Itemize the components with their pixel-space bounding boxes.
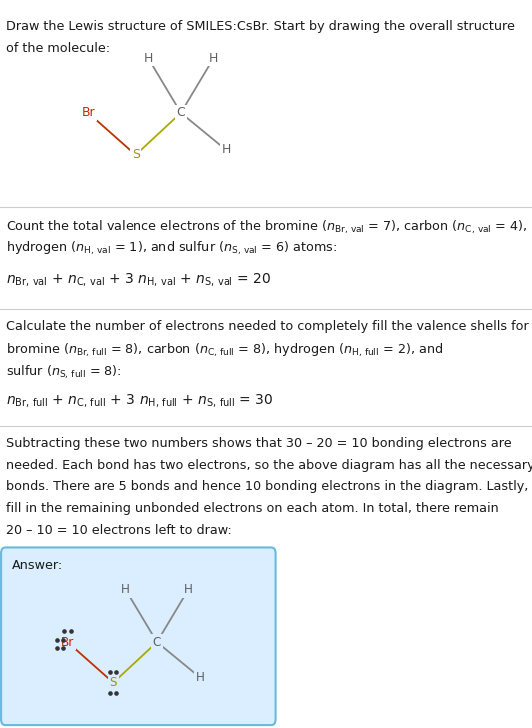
FancyBboxPatch shape [1,547,276,725]
Text: S: S [131,149,140,162]
Text: C: C [153,636,161,649]
Text: hydrogen ($n_\mathregular{H,\,val}$ = 1), and sulfur ($n_\mathregular{S,\,val}$ : hydrogen ($n_\mathregular{H,\,val}$ = 1)… [6,240,337,258]
Text: of the molecule:: of the molecule: [6,42,111,55]
Text: Answer:: Answer: [12,559,63,572]
Text: Subtracting these two numbers shows that 30 – 20 = 10 bonding electrons are: Subtracting these two numbers shows that… [6,437,512,450]
Text: bromine ($n_\mathregular{Br,\,full}$ = 8), carbon ($n_\mathregular{C,\,full}$ = : bromine ($n_\mathregular{Br,\,full}$ = 8… [6,342,444,360]
Text: needed. Each bond has two electrons, so the above diagram has all the necessary: needed. Each bond has two electrons, so … [6,459,532,472]
Text: sulfur ($n_\mathregular{S,\,full}$ = 8):: sulfur ($n_\mathregular{S,\,full}$ = 8): [6,364,122,381]
Text: $n_\mathregular{Br,\,val}$ + $n_\mathregular{C,\,val}$ + 3 $n_\mathregular{H,\,v: $n_\mathregular{Br,\,val}$ + $n_\mathreg… [6,271,271,288]
Text: H: H [144,52,153,65]
Text: 20 – 10 = 10 electrons left to draw:: 20 – 10 = 10 electrons left to draw: [6,524,232,537]
Text: H: H [196,671,205,684]
Text: bonds. There are 5 bonds and hence 10 bonding electrons in the diagram. Lastly,: bonds. There are 5 bonds and hence 10 bo… [6,480,529,494]
Text: S: S [110,676,117,689]
Text: $n_\mathregular{Br,\,full}$ + $n_\mathregular{C,\,full}$ + 3 $n_\mathregular{H,\: $n_\mathregular{Br,\,full}$ + $n_\mathre… [6,392,274,409]
Text: fill in the remaining unbonded electrons on each atom. In total, there remain: fill in the remaining unbonded electrons… [6,502,499,515]
Text: Br: Br [81,106,95,119]
Text: H: H [221,143,231,157]
Text: Br: Br [61,636,74,649]
Text: H: H [121,583,130,596]
Text: Calculate the number of electrons needed to completely fill the valence shells f: Calculate the number of electrons needed… [6,320,529,333]
Text: C: C [177,106,185,119]
Text: Draw the Lewis structure of SMILES:CsBr. Start by drawing the overall structure: Draw the Lewis structure of SMILES:CsBr.… [6,20,516,33]
Text: H: H [184,583,193,596]
Text: H: H [209,52,218,65]
Text: Count the total valence electrons of the bromine ($n_\mathregular{Br,\,val}$ = 7: Count the total valence electrons of the… [6,218,528,236]
